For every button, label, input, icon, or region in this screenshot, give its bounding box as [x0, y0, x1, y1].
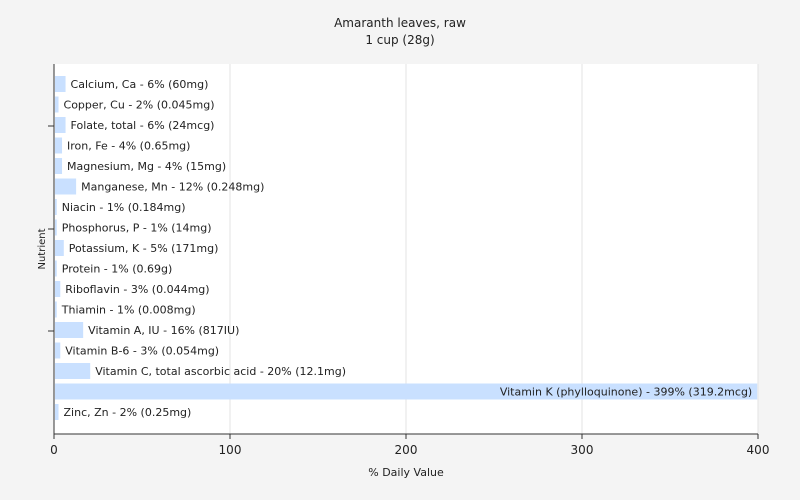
grid-lines [229, 64, 759, 434]
bar [55, 281, 61, 297]
bar [55, 260, 57, 277]
chart-title: Amaranth leaves, raw [334, 16, 466, 30]
x-axis-label: % Daily Value [368, 466, 444, 479]
bar [55, 363, 91, 379]
bar-label: Magnesium, Mg - 4% (15mg) [67, 160, 226, 173]
bar-label: Copper, Cu - 2% (0.045mg) [64, 99, 215, 112]
y-axis-label: Nutrient [37, 228, 48, 269]
bar [55, 322, 84, 338]
bar-label: Thiamin - 1% (0.008mg) [61, 304, 196, 317]
bar-labels-group: Calcium, Ca - 6% (60mg) Copper, Cu - 2% (… [61, 78, 752, 419]
bar-label: Vitamin B-6 - 3% (0.054mg) [65, 345, 219, 358]
bar [55, 199, 57, 215]
bar-label: Vitamin K (phylloquinone) - 399% (319.2m… [500, 386, 752, 399]
chart-subtitle: 1 cup (28g) [365, 33, 434, 47]
bar [55, 301, 57, 318]
bar-label: Potassium, K - 5% (171mg) [69, 242, 219, 255]
x-tick-label: 100 [219, 443, 242, 457]
bar-label: Calcium, Ca - 6% (60mg) [71, 78, 209, 91]
bar [55, 158, 63, 174]
x-tick-labels-group: 0 100 200 300 400 [50, 443, 769, 457]
bar-label: Vitamin A, IU - 16% (817IU) [88, 324, 239, 337]
bar [55, 342, 61, 359]
x-tick-label: 300 [571, 443, 594, 457]
bar-label: Phosphorus, P - 1% (14mg) [62, 222, 212, 235]
bar-label: Niacin - 1% (0.184mg) [62, 201, 186, 214]
bar [55, 383, 758, 400]
x-tick-label: 400 [747, 443, 770, 457]
bar-label: Vitamin C, total ascorbic acid - 20% (12… [95, 365, 346, 378]
bar [55, 178, 77, 195]
bar [55, 96, 59, 113]
bar [55, 404, 59, 420]
bar [55, 240, 64, 256]
bars-group [55, 76, 758, 420]
x-tick-label: 200 [395, 443, 418, 457]
x-tick-label: 0 [50, 443, 58, 457]
bar [55, 117, 66, 133]
bar [55, 137, 63, 154]
bar-label: Folate, total - 6% (24mcg) [71, 119, 215, 132]
bar-label: Riboflavin - 3% (0.044mg) [65, 283, 209, 296]
bar-label: Zinc, Zn - 2% (0.25mg) [64, 406, 192, 419]
bar [55, 76, 66, 92]
bar-label: Manganese, Mn - 12% (0.248mg) [81, 181, 264, 194]
bar [55, 219, 57, 236]
bar-label: Protein - 1% (0.69g) [62, 263, 173, 276]
bar-label: Iron, Fe - 4% (0.65mg) [67, 140, 190, 153]
axes-group [48, 64, 759, 439]
